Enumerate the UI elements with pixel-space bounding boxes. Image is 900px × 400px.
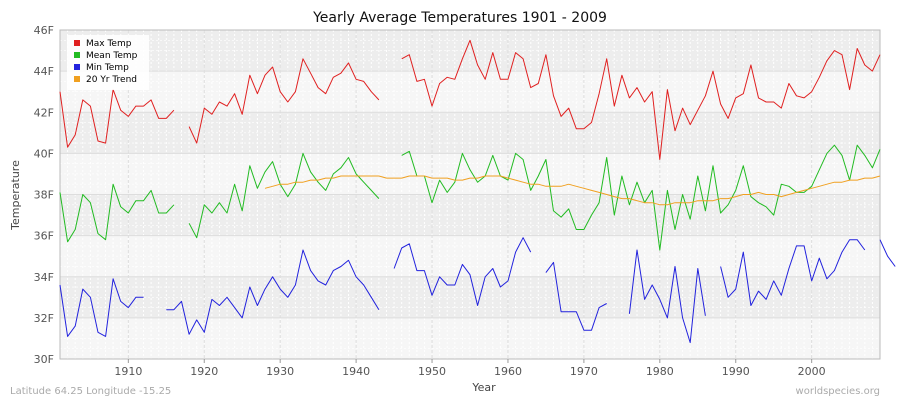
legend: Max Temp Mean Temp Min Temp 20 Yr Trend xyxy=(67,35,149,90)
y-tick-label: 42F xyxy=(34,106,54,119)
x-tick-label: 2000 xyxy=(798,365,826,378)
series-layer xyxy=(59,39,896,344)
y-tick-label: 40F xyxy=(34,147,54,160)
x-tick-label: 1960 xyxy=(494,365,522,378)
legend-label-mean-temp: Mean Temp xyxy=(86,51,138,61)
series-line-max-temp xyxy=(188,58,380,144)
legend-label-max-temp: Max Temp xyxy=(86,39,132,49)
series-line-mean-temp xyxy=(59,183,175,243)
series-line-max-temp xyxy=(59,89,175,148)
y-axis-ticks: 30F 32F 34F 36F 38F 40F 42F 44F 46F xyxy=(34,24,54,366)
series-line-min-temp xyxy=(393,237,532,306)
legend-swatch-min-temp xyxy=(74,64,80,70)
series-line-min-temp xyxy=(166,249,380,335)
y-axis-label: Temperature xyxy=(9,160,22,231)
series-line-mean-temp xyxy=(188,152,380,239)
legend-label-min-temp: Min Temp xyxy=(86,63,129,73)
x-tick-label: 1950 xyxy=(418,365,446,378)
chart-title: Yearly Average Temperatures 1901 - 2009 xyxy=(312,10,607,26)
y-tick-label: 36F xyxy=(34,230,54,243)
x-tick-label: 1980 xyxy=(646,365,674,378)
series-mean-temp xyxy=(59,144,881,251)
x-axis-label: Year xyxy=(471,381,496,394)
x-tick-label: 1970 xyxy=(570,365,598,378)
footer-coordinates: Latitude 64.25 Longitude -15.25 xyxy=(10,386,171,397)
x-tick-label: 1920 xyxy=(190,365,218,378)
legend-swatch-mean-temp xyxy=(74,52,80,58)
legend-swatch-trend xyxy=(74,76,80,82)
x-tick-label: 1930 xyxy=(266,365,294,378)
legend-swatch-max-temp xyxy=(74,40,80,46)
series-20-yr-trend xyxy=(264,175,881,206)
series-line-min-temp xyxy=(720,239,866,306)
series-line-mean-temp xyxy=(401,144,881,251)
x-tick-label: 1940 xyxy=(342,365,370,378)
y-tick-label: 44F xyxy=(34,65,54,78)
y-tick-label: 30F xyxy=(34,353,54,366)
y-tick-label: 38F xyxy=(34,189,54,202)
y-tick-label: 34F xyxy=(34,271,54,284)
series-min-temp xyxy=(59,237,896,344)
y-tick-label: 32F xyxy=(34,312,54,325)
legend-box xyxy=(67,35,149,90)
legend-label-trend: 20 Yr Trend xyxy=(86,75,137,85)
x-axis-ticks: 1910 1920 1930 1940 1950 1960 1970 1980 1990 2000 xyxy=(114,359,826,378)
footer-source: worldspecies.org xyxy=(796,386,880,397)
series-max-temp xyxy=(59,39,881,160)
series-line-20-yr-trend xyxy=(264,175,881,206)
series-line-max-temp xyxy=(401,39,881,160)
y-tick-label: 46F xyxy=(34,24,54,37)
x-tick-label: 1910 xyxy=(114,365,142,378)
series-line-min-temp xyxy=(545,261,607,331)
x-tick-label: 1990 xyxy=(722,365,750,378)
series-line-min-temp xyxy=(628,249,706,344)
series-line-min-temp xyxy=(879,239,896,267)
series-line-min-temp xyxy=(59,278,144,337)
